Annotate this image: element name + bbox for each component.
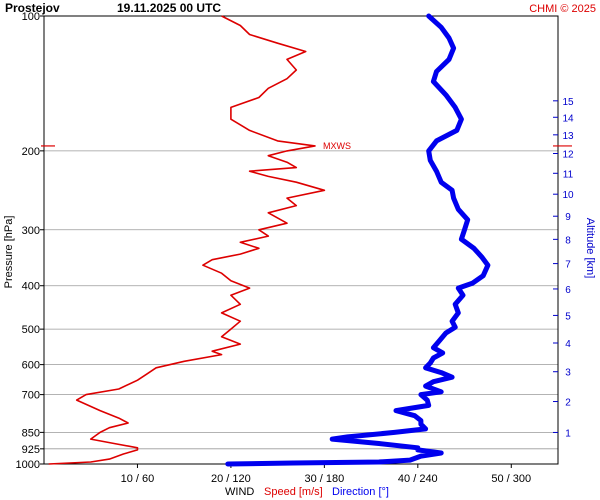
pressure-tick-label: 200	[22, 146, 40, 158]
max-wind-marker: MXWS	[41, 141, 572, 151]
pressure-tick-label: 300	[22, 225, 40, 237]
altitude-tick-label: 14	[562, 113, 574, 124]
altitude-tick-label: 5	[565, 311, 571, 322]
pressure-tick-label: 100	[22, 11, 40, 23]
altitude-axis-title: Altitude [km]	[584, 218, 596, 279]
sounding-datetime: 19.11.2025 00 UTC	[117, 1, 221, 15]
pressure-axis: 100 200 300 400 500 600 700 850 925 1000	[16, 11, 44, 471]
altitude-tick-label: 1	[565, 428, 571, 439]
altitude-tick-label: 10	[562, 190, 574, 201]
altitude-tick-label: 4	[565, 339, 571, 350]
credit-text: CHMI © 2025	[529, 3, 596, 15]
wind-tick-label: 30 / 180	[304, 473, 344, 485]
altitude-tick-label: 6	[565, 285, 571, 296]
speed-label: Speed [m/s]	[264, 486, 323, 498]
altitude-tick-label: 11	[563, 169, 574, 180]
speed-series-line	[48, 15, 326, 465]
altitude-tick-label: 12	[562, 150, 574, 161]
pressure-tick-label: 1000	[16, 459, 40, 471]
altitude-tick-label: 13	[562, 131, 574, 142]
direction-series-line	[225, 13, 491, 467]
pressure-tick-label: 700	[22, 390, 40, 402]
altitude-tick-label: 7	[565, 260, 571, 271]
pressure-tick-label: 500	[22, 324, 40, 336]
altitude-tick-label: 9	[565, 212, 571, 223]
wind-tick-label: 40 / 240	[398, 473, 438, 485]
direction-label: Direction [°]	[332, 486, 389, 498]
wind-tick-label: 20 / 120	[211, 473, 251, 485]
wind-tick-label: 10 / 60	[121, 473, 155, 485]
altitude-tick-label: 3	[565, 368, 571, 379]
max-wind-label: MXWS	[323, 141, 351, 151]
pressure-tick-label: 850	[22, 427, 40, 439]
station-name: Prostejov	[5, 1, 60, 15]
wind-label: WIND	[225, 486, 254, 498]
altitude-tick-label: 15	[562, 97, 574, 108]
grid	[44, 15, 558, 465]
altitude-tick-label: 8	[565, 235, 571, 246]
pressure-axis-title: Pressure [hPa]	[3, 216, 15, 289]
altitude-tick-label: 2	[565, 398, 571, 409]
wind-tick-label: 50 / 300	[491, 473, 531, 485]
pressure-tick-label: 600	[22, 360, 40, 372]
pressure-tick-label: 400	[22, 281, 40, 293]
wind-axis: 10 / 60 20 / 120 30 / 180 40 / 240 50 / 300	[121, 464, 531, 485]
pressure-tick-label: 925	[22, 444, 40, 456]
plot-frame	[43, 15, 559, 465]
